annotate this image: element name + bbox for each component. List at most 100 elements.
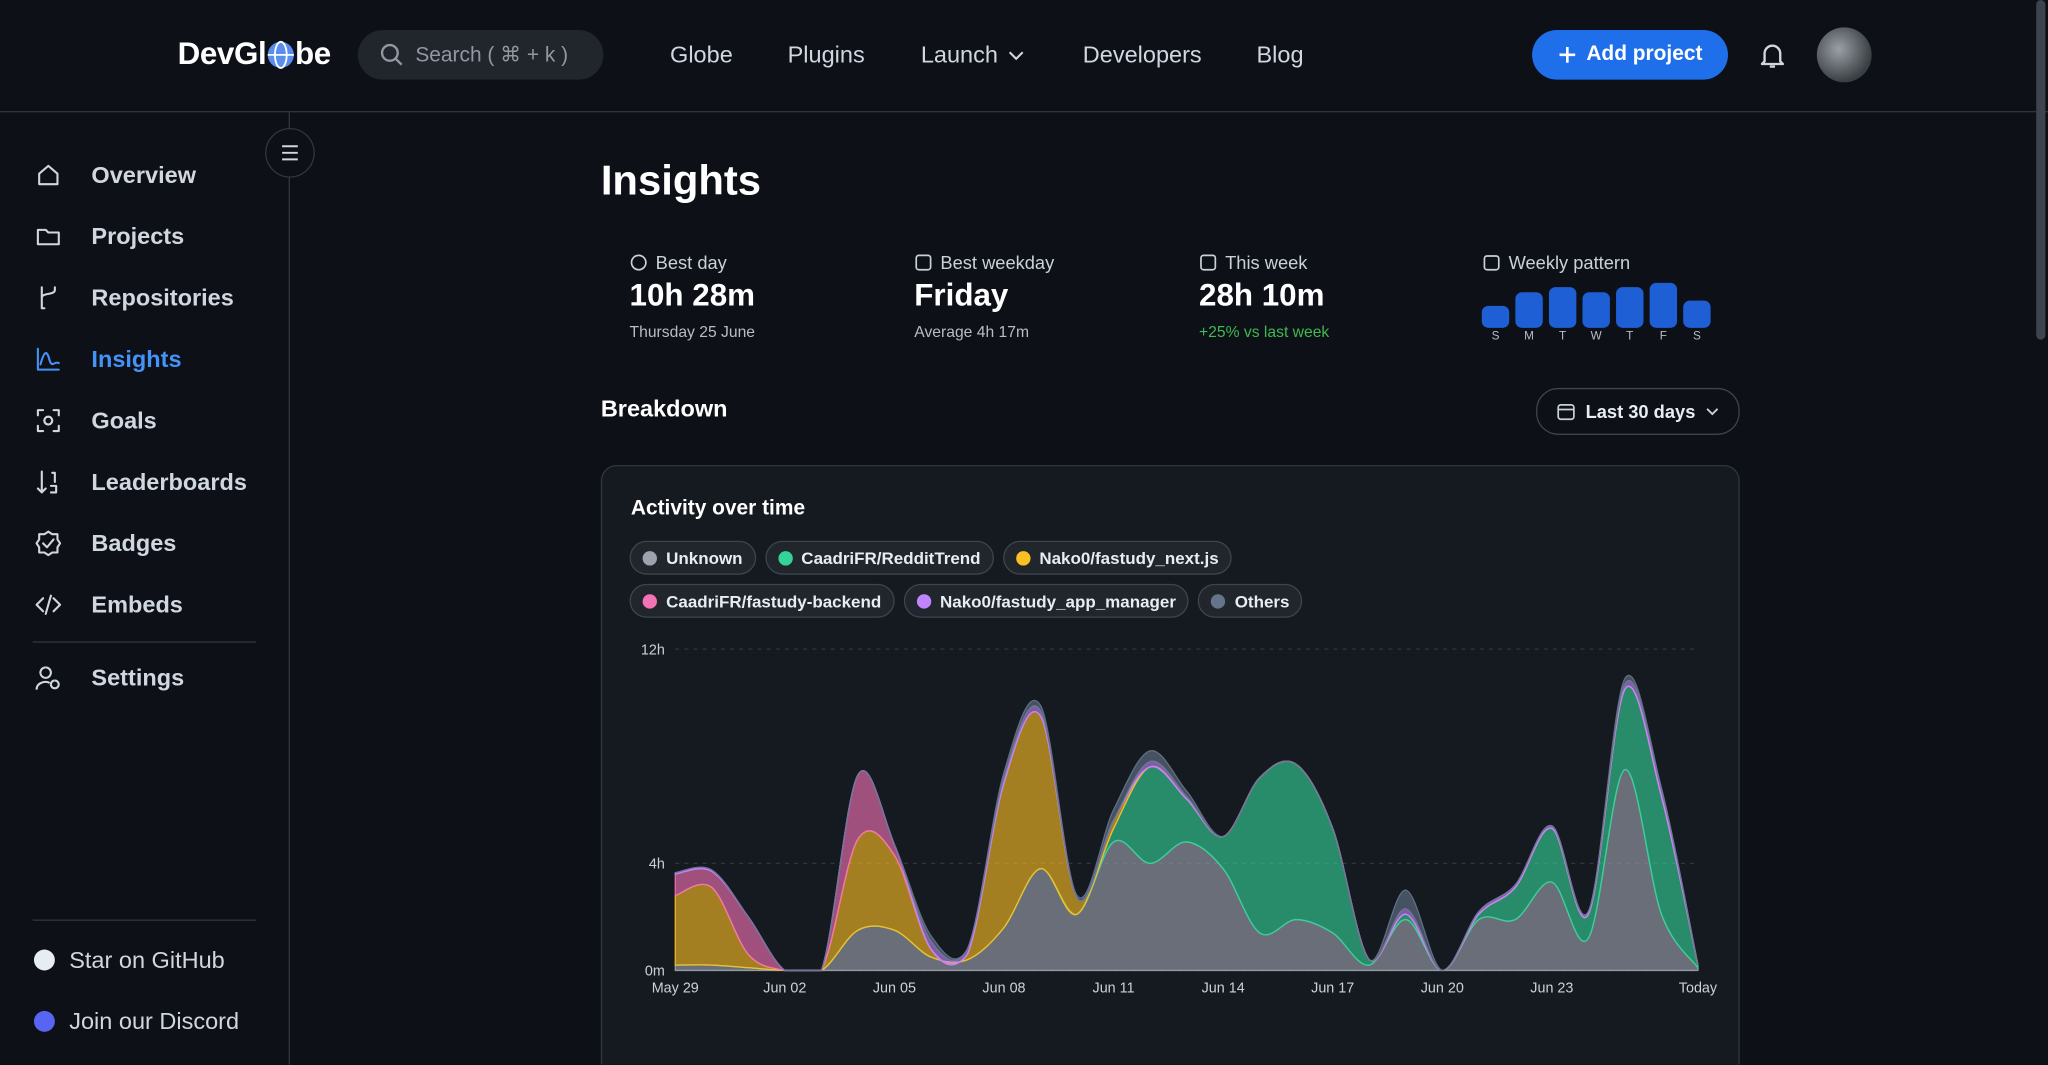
nav-icon xyxy=(40,286,56,310)
avatar[interactable] xyxy=(1816,27,1872,83)
icon-shape xyxy=(630,254,647,271)
nav-dropdown[interactable]: Launch xyxy=(921,42,1024,69)
legend-label: Nako0/fastudy_next.js xyxy=(1039,547,1219,568)
x-tick-label: Today xyxy=(1679,981,1718,997)
icon-shape xyxy=(40,286,56,310)
nav-icon xyxy=(36,470,58,494)
legend-item[interactable]: Nako0/fastudy_next.js xyxy=(1002,540,1232,575)
nav-icon xyxy=(35,530,62,557)
sidebar-link[interactable]: Star on GitHub xyxy=(69,946,225,974)
area xyxy=(675,674,1699,972)
stat-sub: +25% vs last week xyxy=(1199,322,1330,341)
legend-item[interactable]: CaadriFR/fastudy-backend xyxy=(629,583,895,618)
legend: Unknown CaadriFR/RedditTrend Nako0/fastudy… xyxy=(629,540,1466,618)
stat-value: 28h 10m xyxy=(1199,278,1325,314)
x-tick-label: Jun 08 xyxy=(982,981,1025,997)
legend-dot xyxy=(916,593,931,608)
sidebar-item[interactable]: Embeds xyxy=(91,591,183,618)
sidebar xyxy=(0,112,290,1065)
weekday-label: S xyxy=(1693,330,1701,343)
github-icon xyxy=(33,949,55,971)
icon-shape xyxy=(33,1010,55,1032)
weekday-label: M xyxy=(1524,330,1534,343)
x-tick-label: Jun 14 xyxy=(1202,981,1245,997)
logo-text: be xyxy=(295,36,331,72)
sidebar-item[interactable]: Leaderboards xyxy=(91,468,247,496)
legend-dot xyxy=(777,550,793,565)
x-tick-label: Jun 20 xyxy=(1421,981,1464,997)
stat-icon xyxy=(1200,254,1217,271)
range-label: Last 30 days xyxy=(1585,400,1696,422)
stat-label-text: Best day xyxy=(655,252,727,273)
y-tick-label: 0m xyxy=(645,964,665,980)
notifications-button[interactable] xyxy=(1757,39,1788,70)
sidebar-link[interactable]: Join our Discord xyxy=(69,1008,240,1035)
icon-shape xyxy=(35,666,60,690)
sidebar-item[interactable]: Overview xyxy=(91,161,196,189)
weekday-bar xyxy=(1649,282,1678,328)
legend-item[interactable]: Unknown xyxy=(629,540,756,575)
legend-item[interactable]: CaadriFR/RedditTrend xyxy=(764,540,994,575)
stat-icon xyxy=(915,254,932,271)
button-label: Add project xyxy=(1586,43,1703,66)
x-tick-label: Jun 05 xyxy=(873,981,916,997)
menu-icon xyxy=(282,145,298,161)
sidebar-item[interactable]: Repositories xyxy=(91,284,234,311)
stat-label-text: Best weekday xyxy=(940,252,1055,273)
sidebar-item[interactable]: Badges xyxy=(91,530,177,557)
x-tick-label: Jun 02 xyxy=(763,981,806,997)
stat-label: Weekly pattern xyxy=(1482,252,1630,273)
search-box[interactable]: Search ( ⌘ + k ) xyxy=(357,30,604,80)
x-tick-label: Jun 17 xyxy=(1311,981,1354,997)
weekday-label: S xyxy=(1492,330,1500,343)
logo[interactable]: DevGl be xyxy=(178,36,332,74)
sidebar-item[interactable]: Settings xyxy=(91,664,185,691)
nav-link[interactable]: Globe xyxy=(670,41,733,68)
weekday-label: W xyxy=(1591,330,1603,343)
weekday-label: F xyxy=(1660,330,1667,343)
add-project-button[interactable]: Add project xyxy=(1532,30,1728,80)
weekday-bar xyxy=(1548,287,1577,328)
x-tick-label: Jun 23 xyxy=(1530,981,1573,997)
legend-dot xyxy=(1015,550,1031,565)
stat-value: 10h 28m xyxy=(629,278,756,314)
range-selector[interactable]: Last 30 days xyxy=(1535,387,1740,435)
legend-label: CaadriFR/fastudy-backend xyxy=(666,591,882,611)
icon-shape xyxy=(36,347,60,371)
legend-item[interactable]: Nako0/fastudy_app_manager xyxy=(903,583,1189,618)
y-tick-label: 4h xyxy=(649,857,665,873)
globe-icon xyxy=(267,40,294,69)
icon-shape xyxy=(35,594,62,615)
top-bar: DevGl be Search ( ⌘ + k ) Globe Plugins … xyxy=(0,0,2048,113)
nav-icon xyxy=(36,347,60,371)
stat-icon xyxy=(1483,255,1500,271)
icon-shape xyxy=(1483,255,1500,271)
chevron xyxy=(1008,50,1024,60)
sidebar-item[interactable]: Insights xyxy=(91,346,182,373)
nav-link[interactable]: Plugins xyxy=(787,41,865,68)
sidebar-item[interactable]: Projects xyxy=(91,223,185,250)
legend-item[interactable]: Others xyxy=(1198,583,1303,618)
scrollbar[interactable] xyxy=(2036,0,2046,340)
plus-icon xyxy=(1558,47,1575,63)
legend-label: CaadriFR/RedditTrend xyxy=(801,547,981,568)
sidebar-item[interactable]: Goals xyxy=(91,407,157,434)
stat-sub: Average 4h 17m xyxy=(914,322,1030,341)
chart-title: Activity over time xyxy=(630,497,806,520)
nav-link[interactable]: Blog xyxy=(1256,41,1304,68)
weekday-bar xyxy=(1582,292,1610,328)
legend-label: Others xyxy=(1234,591,1290,611)
search-icon xyxy=(380,43,403,66)
stat-sub: Thursday 25 June xyxy=(629,322,756,341)
weekday-bar xyxy=(1616,287,1644,328)
nav-link[interactable]: Developers xyxy=(1082,41,1202,68)
icon-shape xyxy=(1200,254,1217,271)
legend-dot xyxy=(1211,593,1226,608)
weekday-bar xyxy=(1683,300,1711,328)
weekday-label: T xyxy=(1626,330,1633,343)
legend-dot xyxy=(642,550,657,565)
sidebar-toggle[interactable] xyxy=(265,127,315,178)
stat-label: Best day xyxy=(630,252,727,273)
